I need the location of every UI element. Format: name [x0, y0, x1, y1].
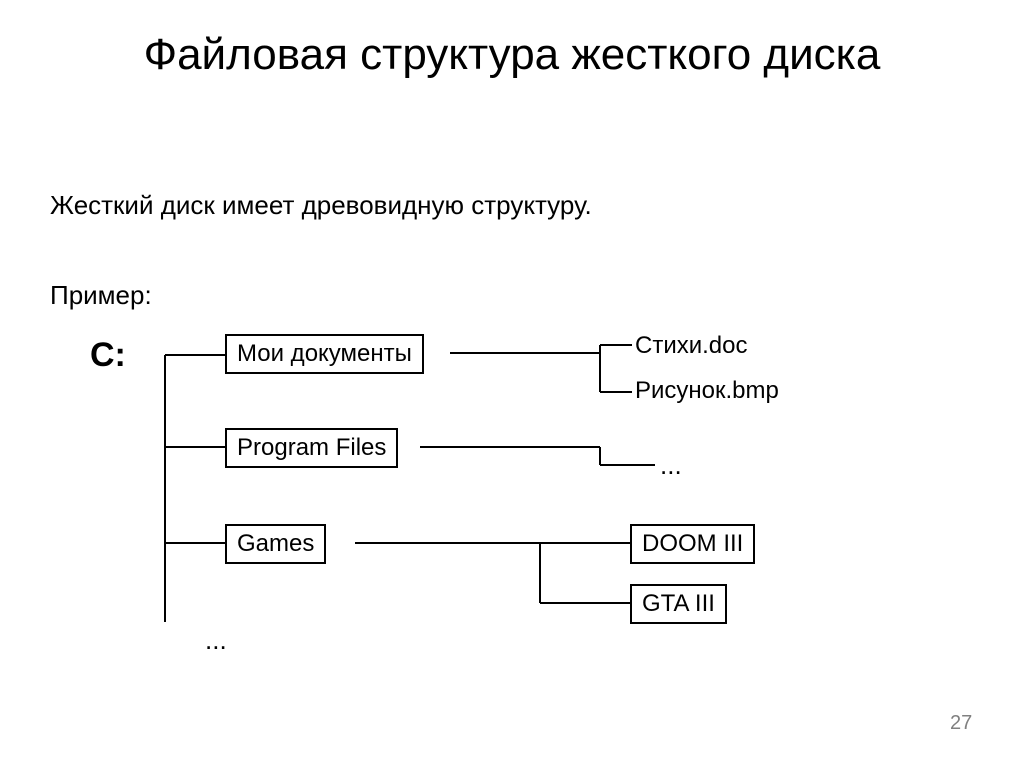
folder-my-documents: Мои документы	[225, 334, 424, 374]
folder-program-files: Program Files	[225, 428, 398, 468]
example-label: Пример:	[50, 280, 152, 311]
slide-title: Файловая структура жесткого диска	[0, 0, 1024, 81]
folder-gta-iii-label: GTA III	[642, 590, 715, 617]
folder-gta-iii: GTA III	[630, 584, 727, 624]
file-risunok-bmp: Рисунок.bmp	[635, 377, 779, 405]
root-drive-label: C:	[90, 336, 126, 375]
folder-games: Games	[225, 524, 326, 564]
page-number: 27	[950, 712, 972, 735]
folder-doom-iii-label: DOOM III	[642, 530, 743, 557]
folder-doom-iii: DOOM III	[630, 524, 755, 564]
subtitle-text: Жесткий диск имеет древовидную структуру…	[50, 190, 592, 221]
folder-program-files-label: Program Files	[237, 434, 386, 461]
root-ellipsis: ...	[205, 625, 227, 656]
file-stihi-doc: Стихи.doc	[635, 332, 748, 360]
program-files-ellipsis: ...	[660, 450, 682, 481]
folder-my-documents-label: Мои документы	[237, 340, 412, 367]
tree-connectors	[0, 0, 1024, 767]
folder-games-label: Games	[237, 530, 314, 557]
